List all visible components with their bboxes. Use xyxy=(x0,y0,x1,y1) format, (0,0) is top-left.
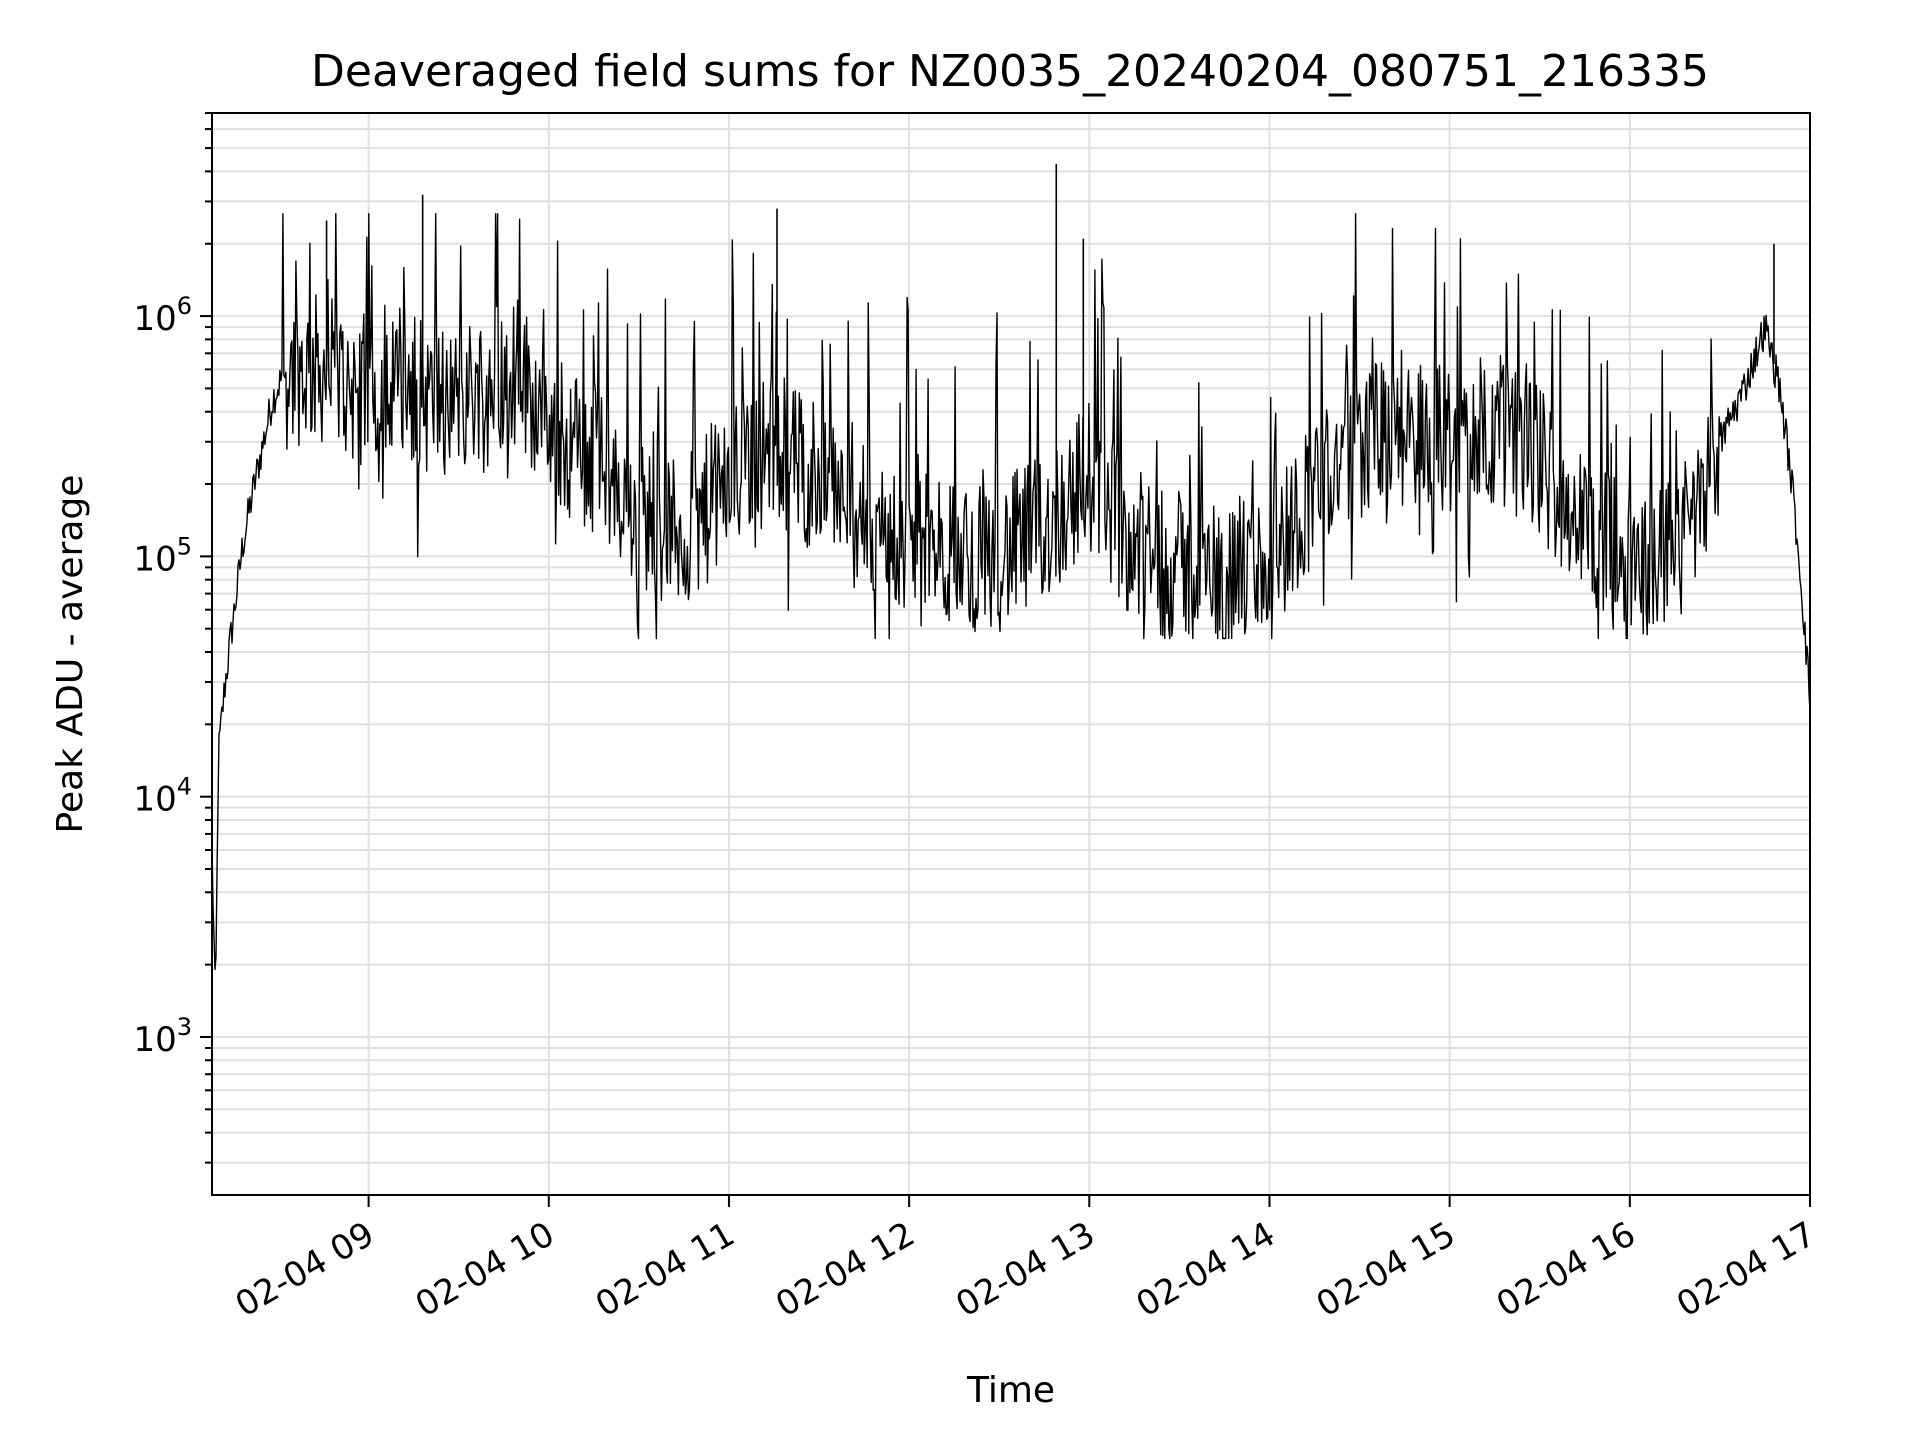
y-tick-label: 106 xyxy=(133,292,192,339)
y-axis-label: Peak ADU - average xyxy=(50,475,91,834)
y-tick-label: 105 xyxy=(133,532,192,579)
y-axis: 103 104 105 106 xyxy=(133,112,212,1164)
series-line xyxy=(211,213,1811,971)
x-axis-label: Time xyxy=(966,1370,1055,1411)
y-tick-label: 104 xyxy=(133,773,192,820)
plot-frame xyxy=(211,112,1811,1196)
chart-title: Deaveraged field sums for NZ0035_2024020… xyxy=(311,46,1709,97)
plot-area xyxy=(211,163,1811,971)
y-tick-label: 103 xyxy=(133,1013,192,1060)
